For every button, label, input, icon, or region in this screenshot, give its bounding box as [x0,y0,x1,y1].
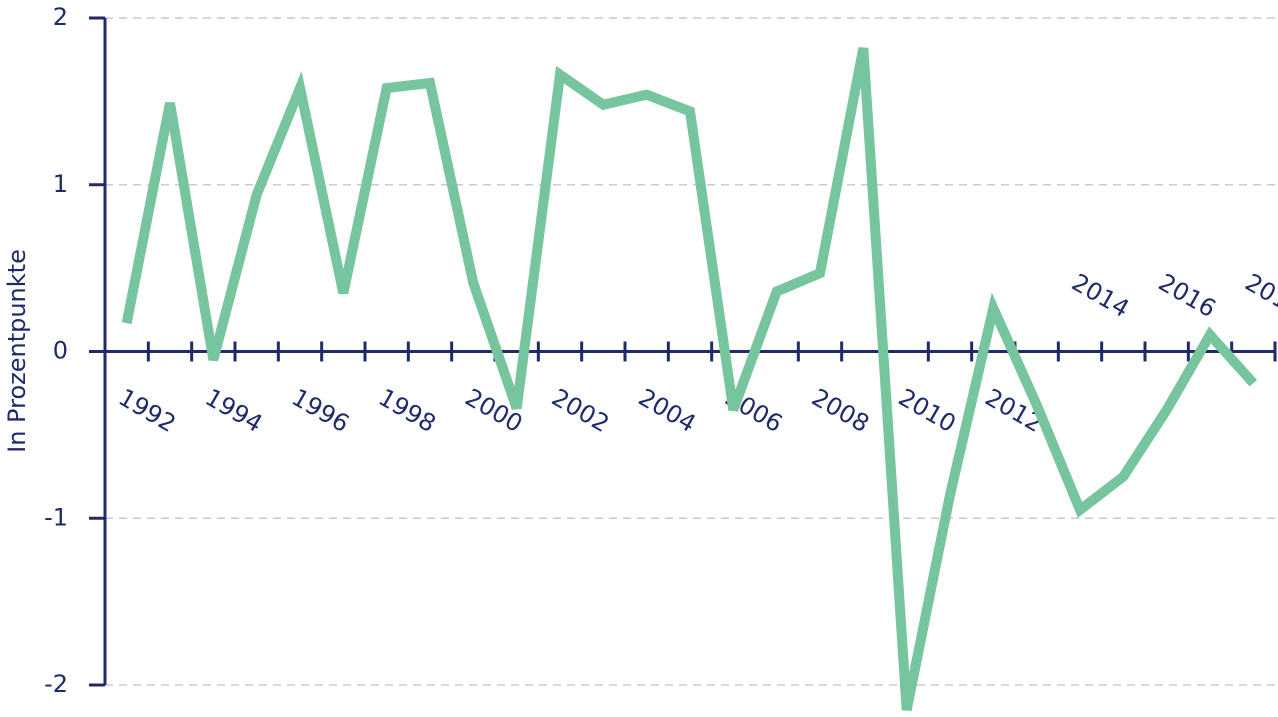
x-tick-label: 1992 [114,383,181,438]
x-tick-label: 2018 [1240,268,1278,323]
data-line [121,47,1258,712]
y-tick-label: 0 [53,337,68,365]
x-tick-label: 2004 [634,383,701,438]
x-tick-label: 1996 [287,383,354,438]
y-tick-label: -1 [44,503,68,531]
x-tick-label: 2014 [1067,268,1134,323]
x-tick-label: 2010 [894,383,961,438]
y-tick-label: 1 [53,170,68,198]
x-tick-label: 2002 [547,383,614,438]
x-tick-label: 1994 [200,383,267,438]
y-tick-label: -2 [44,670,68,698]
x-tick-label: 2008 [807,383,874,438]
y-tick-label: 2 [53,3,68,31]
x-tick-label: 1998 [374,383,441,438]
x-tick-label: 2016 [1154,268,1221,323]
y-axis-label: In Prozentpunkte [3,249,31,453]
